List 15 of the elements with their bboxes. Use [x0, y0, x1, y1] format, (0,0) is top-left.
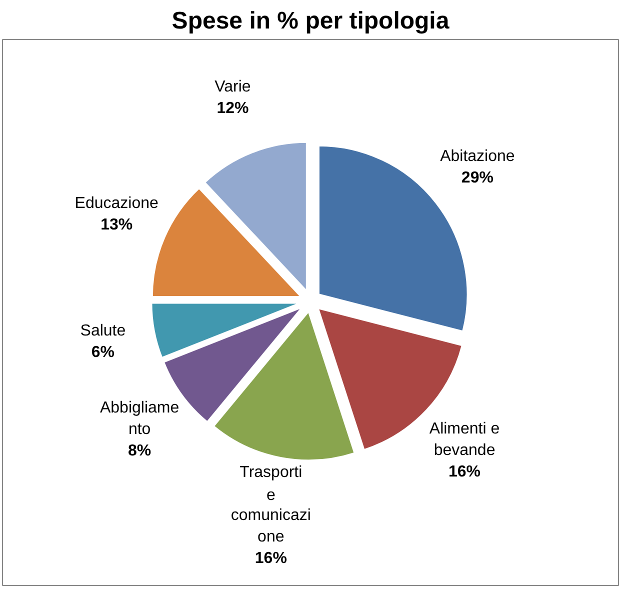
- data-label: 16%: [448, 464, 481, 480]
- data-label: 13%: [100, 216, 133, 234]
- slice-label: Alimenti e bevande: [429, 420, 500, 459]
- data-label: 6%: [91, 344, 115, 362]
- data-label: 12%: [216, 100, 249, 118]
- chart-title: Spese in % per tipologia: [172, 8, 450, 34]
- slice-label: Abitazione: [440, 148, 515, 165]
- slice-label: Salute: [80, 322, 126, 340]
- data-label: 16%: [254, 550, 287, 568]
- data-label: 29%: [461, 169, 494, 186]
- slice-label: Abbigliamento: [100, 399, 180, 438]
- slice-label: Trasporti e comunicazione: [230, 464, 311, 546]
- slice-label: Varie: [214, 78, 251, 96]
- slice-label: Educazione: [74, 194, 158, 212]
- data-label: 8%: [128, 442, 152, 460]
